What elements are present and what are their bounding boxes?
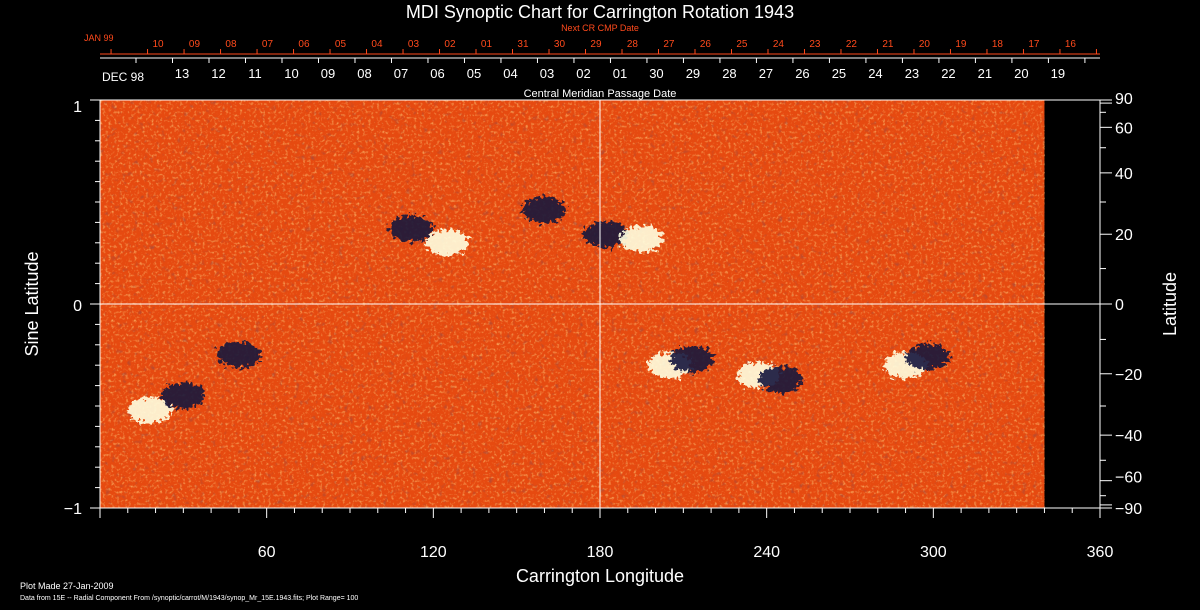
- top-white-tick-label: 13: [175, 66, 189, 81]
- top-red-tick-label: 08: [225, 39, 237, 50]
- top-red-tick-label: 23: [809, 39, 821, 50]
- magnetic-region-negative: [216, 342, 261, 368]
- data-source-text: Data from 15E -- Radial Component From /…: [20, 595, 358, 602]
- magnetic-region-negative: [389, 215, 434, 242]
- y-tick-label-right: 90: [1115, 91, 1133, 108]
- top-red-tick-label: 02: [444, 39, 456, 50]
- top-red-tick-label: 20: [919, 39, 931, 50]
- cmp-date-caption: Central Meridian Passage Date: [524, 88, 677, 100]
- y-tick-label-right: 60: [1115, 120, 1133, 137]
- top-red-start-label: JAN 99: [84, 33, 114, 43]
- x-tick-label: 360: [1087, 544, 1114, 561]
- magnetic-region-negative: [905, 344, 950, 371]
- top-white-start-label: DEC 98: [102, 70, 144, 84]
- top-red-tick-label: 18: [992, 39, 1004, 50]
- top-red-tick-label: 30: [554, 39, 566, 50]
- y-tick-label-right: 20: [1115, 227, 1133, 244]
- y-tick-label-right: −40: [1115, 428, 1142, 445]
- top-white-tick-label: 23: [905, 66, 919, 81]
- bottom-axis: Carrington Longitude 60 120 180 240 300 360: [99, 508, 1114, 586]
- top-red-tick-label: 10: [152, 39, 164, 50]
- x-axis-label: Carrington Longitude: [516, 566, 684, 586]
- x-tick-label: 180: [587, 544, 614, 561]
- top-white-tick-label: 19: [1051, 66, 1065, 81]
- top-white-tick-label: 02: [576, 66, 590, 81]
- y-tick-label-right: −20: [1115, 367, 1142, 384]
- top-white-tick-label: 07: [394, 66, 408, 81]
- left-tick-label-top: 1: [73, 99, 82, 116]
- top-white-tick-label: 29: [686, 66, 700, 81]
- chart-title: MDI Synoptic Chart for Carrington Rotati…: [406, 2, 794, 22]
- top-red-tick-label: 03: [408, 39, 420, 50]
- top-white-tick-label: 01: [613, 66, 627, 81]
- top-red-tick-label: 09: [189, 39, 201, 50]
- top-red-tick-label: 07: [262, 39, 274, 50]
- top-red-tick-label: 22: [846, 39, 858, 50]
- x-tick-label: 300: [920, 544, 947, 561]
- magnetic-region-positive: [128, 397, 172, 424]
- magnetic-region-negative: [758, 366, 803, 393]
- top-axis-white: DEC 98 13 12 11 10 09 08 07 06 05 04 03 02 01 30 29 28 2…: [100, 57, 1100, 100]
- plot-made-text: Plot Made 27-Jan-2009: [20, 581, 114, 591]
- y-axis-label-left: Sine Latitude: [22, 251, 42, 356]
- next-cr-cmp-caption: Next CR CMP Date: [561, 23, 639, 33]
- magnetic-region-negative: [161, 382, 206, 409]
- left-tick-label-bottom: −1: [64, 501, 82, 518]
- magnetic-region-negative: [669, 346, 714, 373]
- top-white-tick-label: 06: [430, 66, 444, 81]
- top-red-tick-label: 24: [773, 39, 785, 50]
- top-white-tick-label: 05: [467, 66, 481, 81]
- top-white-tick-label: 28: [722, 66, 736, 81]
- y-tick-label-right: −60: [1115, 470, 1142, 487]
- top-red-tick-label: 25: [736, 39, 748, 50]
- top-red-tick-label: 28: [627, 39, 639, 50]
- left-axis: 1 0 −1 Sine Latitude: [22, 99, 100, 518]
- magnetic-region-negative: [583, 221, 628, 248]
- top-white-tick-label: 12: [211, 66, 225, 81]
- y-tick-label-right: −90: [1115, 501, 1142, 518]
- top-red-tick-label: 01: [481, 39, 493, 50]
- top-red-tick-label: 16: [1065, 39, 1077, 50]
- top-white-tick-label: 27: [759, 66, 773, 81]
- magnetic-region-positive: [425, 229, 470, 256]
- top-white-tick-label: 04: [503, 66, 517, 81]
- top-white-tick-label: 21: [978, 66, 992, 81]
- top-red-tick-label: 29: [590, 39, 602, 50]
- plot-area: [99, 99, 1101, 509]
- top-red-tick-label: 19: [955, 39, 967, 50]
- right-axis: Latitude 90 60 40 20 0 −20 −40 −60 −90: [1100, 91, 1180, 518]
- top-white-tick-label: 25: [832, 66, 846, 81]
- magnetic-region-positive: [619, 225, 664, 252]
- top-white-tick-label: 30: [649, 66, 663, 81]
- top-white-tick-label: 24: [868, 66, 882, 81]
- top-red-tick-label: 06: [298, 39, 310, 50]
- top-red-tick-label: 31: [517, 39, 529, 50]
- top-white-tick-label: 08: [357, 66, 371, 81]
- top-white-tick-label: 20: [1014, 66, 1028, 81]
- top-axis-red: Next CR CMP Date JAN 99 10 09 08 07 06 05 04 03…: [84, 23, 1100, 55]
- top-white-tick-label: 11: [248, 66, 262, 81]
- top-red-tick-label: 27: [663, 39, 675, 50]
- y-axis-label-right: Latitude: [1160, 272, 1180, 336]
- top-red-tick-label: 17: [1028, 39, 1040, 50]
- x-tick-label: 60: [258, 544, 276, 561]
- y-tick-label-right: 0: [1115, 297, 1124, 314]
- magnetic-region-negative: [522, 197, 567, 224]
- left-tick-label-zero: 0: [73, 298, 82, 315]
- top-white-tick-label: 09: [321, 66, 335, 81]
- top-white-tick-label: 26: [795, 66, 809, 81]
- top-red-tick-label: 21: [882, 39, 894, 50]
- x-tick-label: 240: [753, 544, 780, 561]
- top-white-tick-label: 03: [540, 66, 554, 81]
- top-white-tick-label: 10: [284, 66, 298, 81]
- top-white-tick-label: 22: [941, 66, 955, 81]
- y-tick-label-right: 40: [1115, 166, 1133, 183]
- x-tick-label: 120: [420, 544, 447, 561]
- top-red-tick-label: 05: [335, 39, 347, 50]
- top-red-tick-label: 04: [371, 39, 383, 50]
- top-red-tick-label: 26: [700, 39, 712, 50]
